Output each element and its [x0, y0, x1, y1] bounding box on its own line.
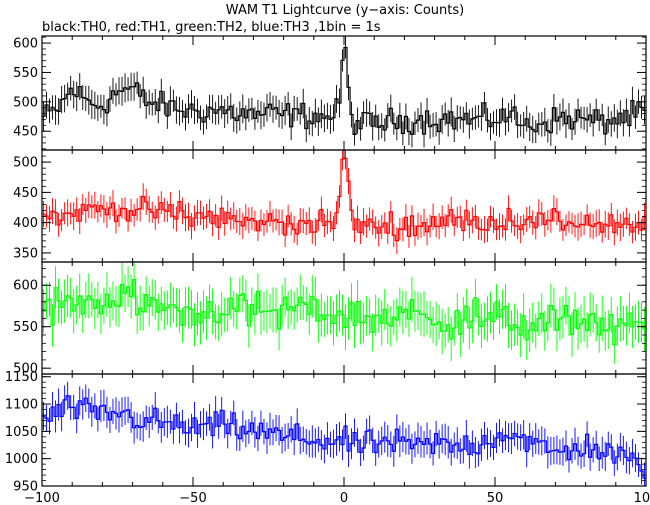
y-tick-label: 550: [13, 320, 38, 335]
y-tick-label: 450: [13, 186, 38, 201]
x-axis: −100 −50 0 50 100: [24, 491, 650, 505]
panel-th1: 350 400 450 500: [13, 149, 647, 263]
chart-title: WAM T1 Lightcurve (y−axis: Counts): [226, 3, 464, 18]
series-th3: [42, 381, 646, 486]
step-line-th2: [42, 279, 646, 346]
panel-th0: 450 500 550 600: [13, 35, 647, 151]
y-tick-label: 400: [13, 216, 38, 231]
series-th1: [42, 150, 646, 255]
y-tick-label: 1100: [5, 398, 38, 413]
y-tick-label: 500: [13, 156, 38, 171]
y-tick-label: 600: [13, 279, 38, 294]
step-line-th0: [42, 46, 646, 136]
y-tick-label: 1050: [5, 425, 38, 440]
y-tick-label: 500: [13, 362, 38, 377]
x-tick-label: 100: [634, 491, 650, 505]
series-th0: [42, 36, 646, 148]
x-tick-label: −50: [179, 491, 206, 505]
error-bars-th2: [43, 262, 645, 364]
chart-subtitle: black:TH0, red:TH1, green:TH2, blue:TH3 …: [42, 20, 381, 35]
x-tick-label: −100: [24, 491, 60, 505]
y-tick-label: 500: [13, 95, 38, 110]
x-tick-label: 0: [340, 491, 348, 505]
x-tick-label: 50: [487, 491, 504, 505]
y-tick-label: 1000: [5, 452, 38, 467]
step-line-th1: [42, 157, 646, 242]
y-tick-label: 600: [13, 37, 38, 52]
panel-th2: 500 550 600: [13, 261, 647, 377]
y-tick-label: 1150: [5, 370, 38, 385]
panel-frame: [41, 149, 647, 263]
y-tick-label: 950: [13, 480, 38, 495]
y-tick-label: 450: [13, 125, 38, 140]
panels-group: 450 500 550 600 350 400 450 500 500 550 600 950 1000…: [5, 35, 647, 495]
series-th2: [42, 262, 646, 364]
y-tick-label: 350: [13, 246, 38, 261]
error-bars-th1: [43, 150, 645, 255]
step-line-th3: [42, 395, 646, 479]
y-tick-label: 550: [13, 66, 38, 81]
panel-th3: 950 1000 1050 1100 1150: [5, 370, 647, 495]
